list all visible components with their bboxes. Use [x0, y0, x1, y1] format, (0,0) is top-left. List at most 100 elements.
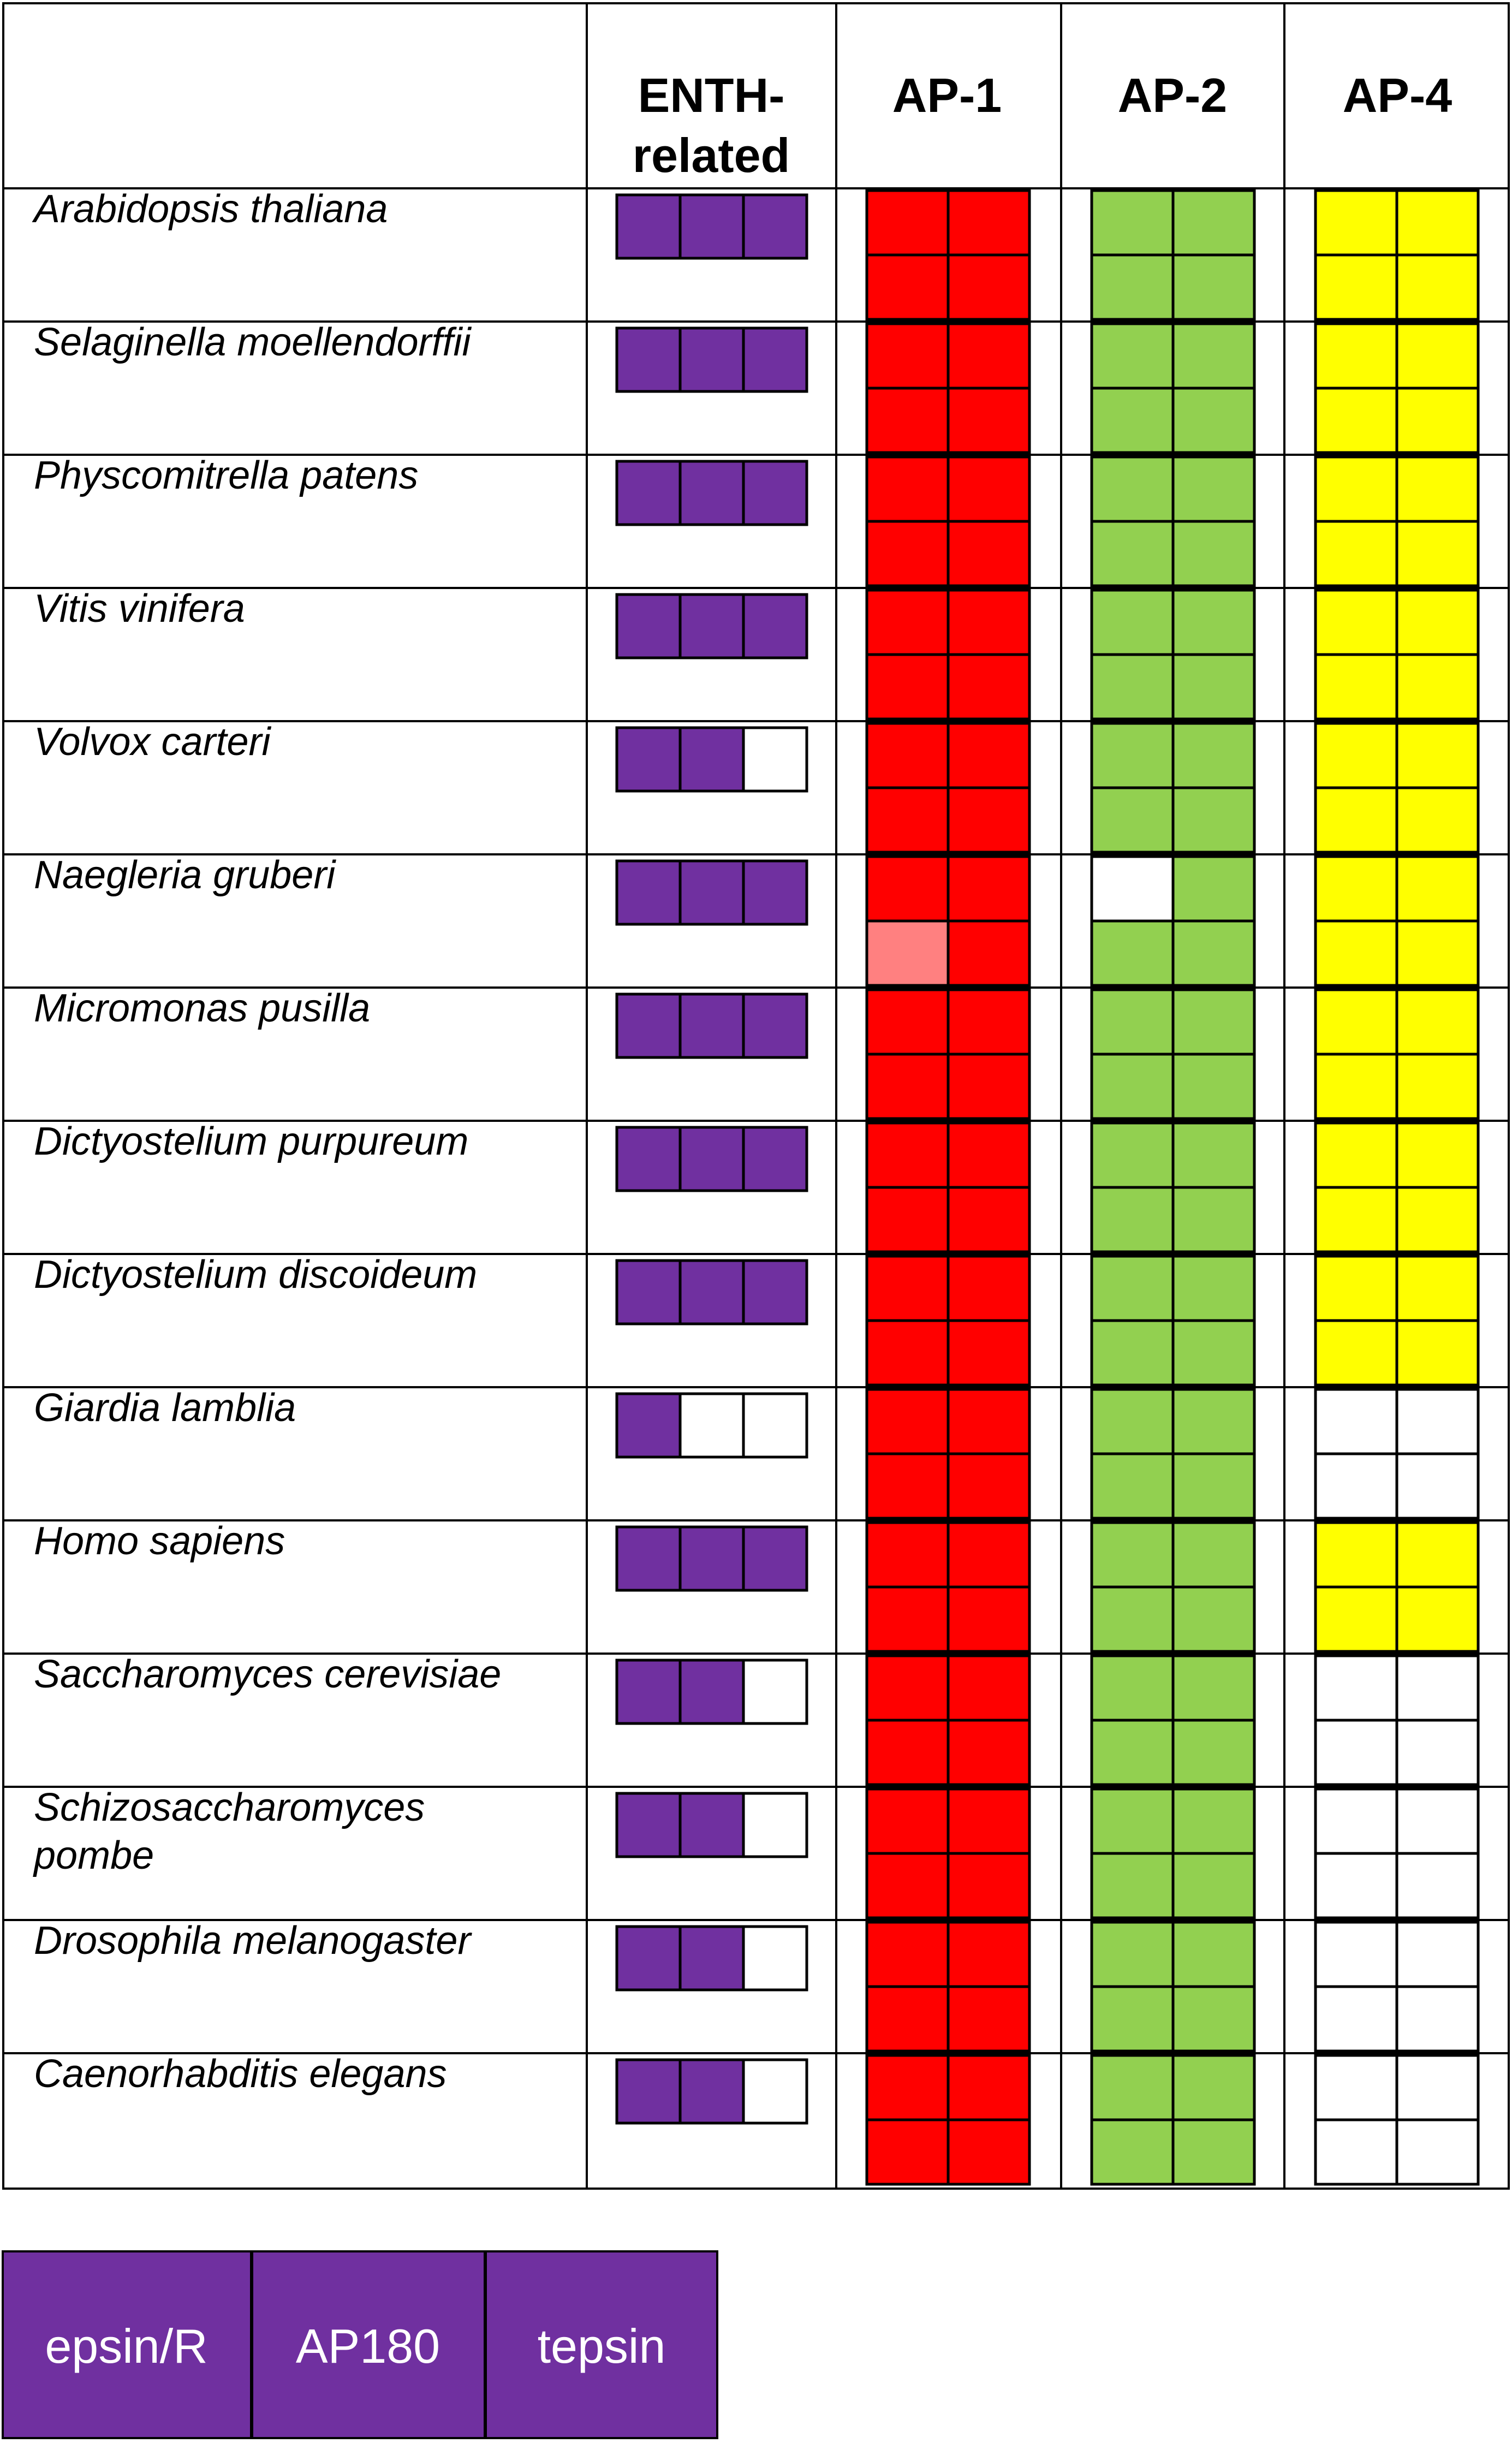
- table-border: [2, 2, 1510, 2190]
- enth-cell: [678, 1925, 745, 1992]
- ap1-cell: [947, 1319, 1031, 1387]
- species-row: Schizosaccharomyces pombe: [3, 1786, 1509, 1919]
- ap4-cell: [1395, 855, 1480, 923]
- ap4-cell: [1314, 1053, 1398, 1120]
- ap2-cell: [1090, 1319, 1175, 1387]
- species-name: Micromonas pusilla: [34, 986, 370, 1030]
- ap1-cell: [865, 189, 950, 257]
- ap1-cell: [947, 786, 1031, 854]
- species-row: Vitis vinifera: [3, 587, 1509, 721]
- ap1-cell: [865, 1255, 950, 1322]
- ap4-cell: [1395, 2118, 1480, 2186]
- ap4-cell: [1395, 1787, 1480, 1855]
- ap1-cell: [865, 1319, 950, 1387]
- ap2-cell: [1171, 1985, 1256, 2053]
- presence-grid: ENTH- related AP-1 AP-2 AP-4 Arabidopsis…: [2, 2, 1510, 2190]
- ap2-cell: [1171, 1388, 1256, 1455]
- species-row: Giardia lamblia: [3, 1386, 1509, 1520]
- ap1-cell: [865, 1719, 950, 1786]
- ap4-cell: [1314, 2118, 1398, 2186]
- ap1-cell: [865, 1186, 950, 1253]
- species-row: Naegleria gruberi: [3, 853, 1509, 987]
- enth-cell: [615, 1392, 682, 1459]
- ap1-cell: [947, 455, 1031, 523]
- ap4-cell: [1395, 1319, 1480, 1387]
- header-ap4: AP-4: [1343, 68, 1453, 122]
- ap1-cell: [865, 855, 950, 923]
- ap4-cell: [1314, 1654, 1398, 1722]
- ap2-cell: [1090, 455, 1175, 523]
- legend-label: tepsin: [538, 2319, 666, 2373]
- ap1-cell: [947, 1985, 1031, 2053]
- ap2-cell: [1090, 722, 1175, 789]
- ap2-cell: [1171, 1719, 1256, 1786]
- ap2-cell: [1171, 1452, 1256, 1520]
- ap1-cell: [947, 1719, 1031, 1786]
- ap2-cell: [1171, 1255, 1256, 1322]
- ap4-cell: [1314, 520, 1398, 587]
- ap4-cell: [1395, 1388, 1480, 1455]
- ap2-cell: [1090, 653, 1175, 721]
- ap2-cell: [1171, 1787, 1256, 1855]
- ap2-cell: [1171, 2054, 1256, 2121]
- ap2-cell: [1171, 455, 1256, 523]
- ap4-cell: [1314, 1985, 1398, 2053]
- ap2-cell: [1090, 1921, 1175, 1988]
- ap1-cell: [947, 387, 1031, 454]
- ap1-cell: [947, 1787, 1031, 1855]
- ap2-cell: [1090, 253, 1175, 321]
- ap2-cell: [1171, 786, 1256, 854]
- header-enth-line1: ENTH-: [638, 68, 785, 122]
- enth-cell: [742, 992, 808, 1059]
- table-lines: [2, 2, 1510, 2190]
- ap4-cell: [1314, 189, 1398, 257]
- enth-cell: [742, 1126, 808, 1192]
- ap1-cell: [865, 722, 950, 789]
- ap1-cell: [865, 2054, 950, 2121]
- ap2-cell: [1171, 1585, 1256, 1653]
- ap4-cell: [1395, 1053, 1480, 1120]
- ap2-cell: [1090, 189, 1175, 257]
- ap4-cell: [1395, 387, 1480, 454]
- ap2-cell: [1171, 1121, 1256, 1189]
- ap2-cell: [1171, 1654, 1256, 1722]
- enth-cell: [742, 859, 808, 926]
- enth-cell: [678, 859, 745, 926]
- ap1-cell: [947, 520, 1031, 587]
- enth-cell: [615, 2058, 682, 2125]
- ap4-cell: [1314, 919, 1398, 987]
- ap4-cell: [1314, 653, 1398, 721]
- ap1-cell: [865, 322, 950, 390]
- ap2-cell: [1090, 1053, 1175, 1120]
- species-row: Caenorhabditis elegans: [3, 2052, 1509, 2186]
- species-name: Schizosaccharomyces: [34, 1786, 425, 1829]
- enth-cell: [678, 1525, 745, 1592]
- ap4-cell: [1395, 1255, 1480, 1322]
- enth-cell: [615, 1792, 682, 1858]
- enth-cell: [615, 1126, 682, 1192]
- enth-cell: [615, 593, 682, 659]
- enth-cell: [742, 460, 808, 526]
- enth-cell: [678, 193, 745, 260]
- ap2-cell: [1171, 322, 1256, 390]
- species-name: Volvox carteri: [34, 720, 271, 764]
- enth-cell: [678, 593, 745, 659]
- ap4-cell: [1395, 1521, 1480, 1589]
- ap2-cell: [1171, 1186, 1256, 1253]
- ap1-cell: [947, 1121, 1031, 1189]
- species-row: Physcomitrella patens: [3, 454, 1509, 587]
- ap4-cell: [1314, 2054, 1398, 2121]
- species-name: Homo sapiens: [34, 1519, 285, 1563]
- ap4-cell: [1395, 189, 1480, 257]
- ap2-cell: [1090, 919, 1175, 987]
- ap1-cell: [865, 1654, 950, 1722]
- ap2-cell: [1090, 988, 1175, 1056]
- enth-cell: [678, 1792, 745, 1858]
- ap1-cell: [947, 988, 1031, 1056]
- ap4-cell: [1395, 919, 1480, 987]
- species-name: Caenorhabditis elegans: [34, 2052, 447, 2096]
- enth-cell: [615, 859, 682, 926]
- enth-cell: [742, 1659, 808, 1725]
- species-name: Saccharomyces cerevisiae: [34, 1653, 501, 1696]
- ap4-cell: [1314, 1255, 1398, 1322]
